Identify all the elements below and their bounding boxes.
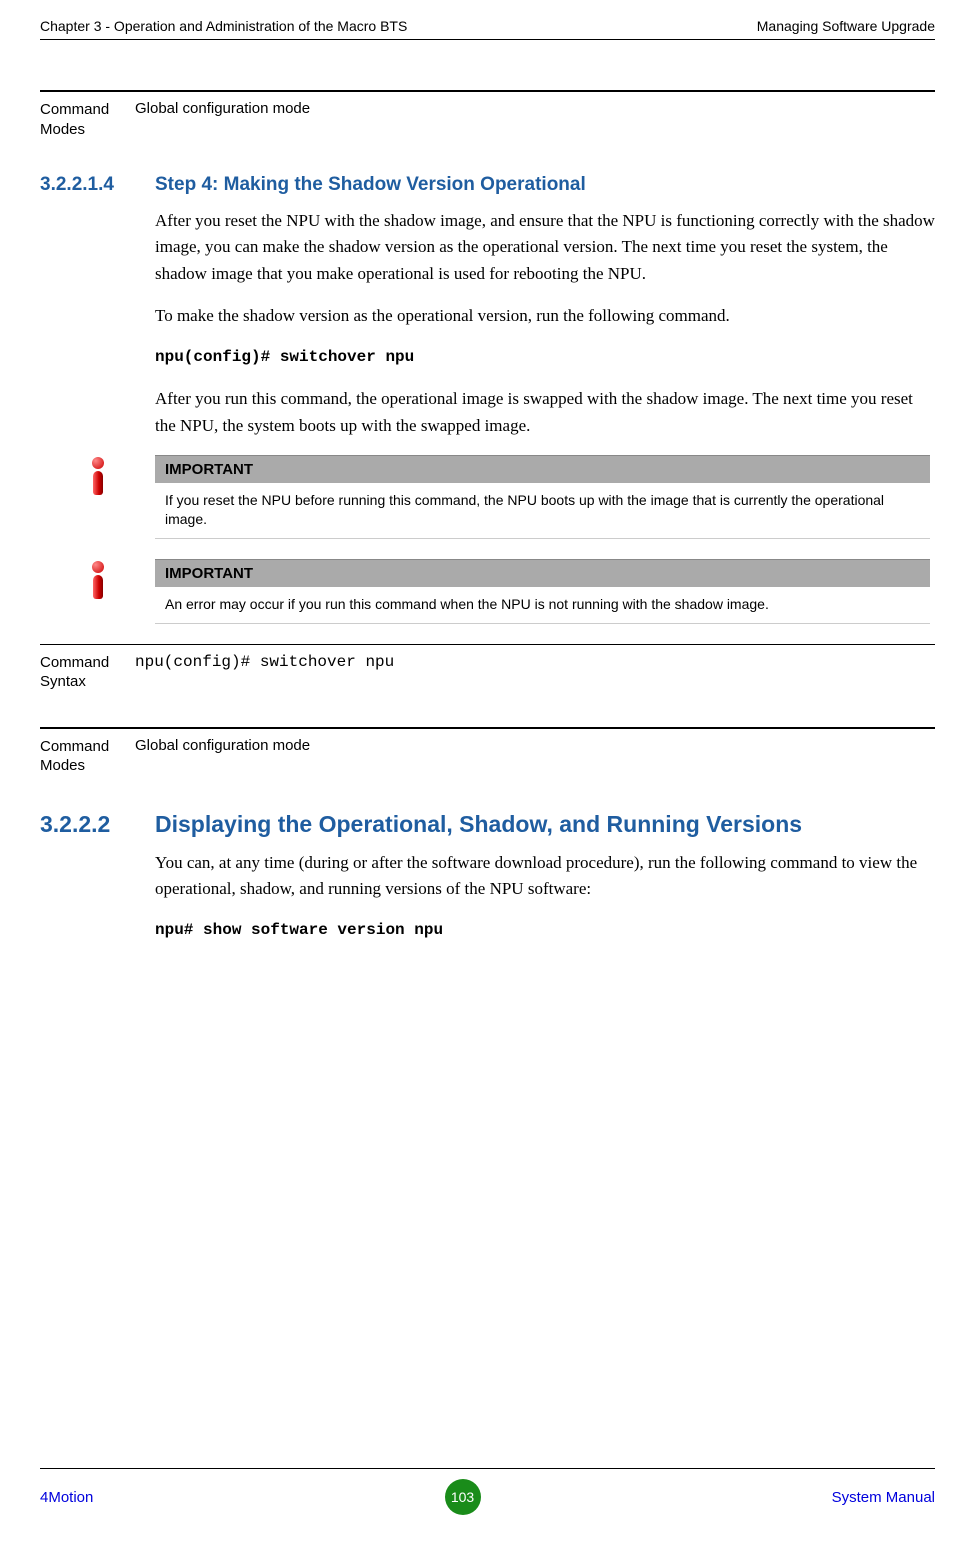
important-label: IMPORTANT [155,455,930,483]
command-text: npu(config)# switchover npu [155,345,935,370]
command-modes-label: Command Modes [40,729,135,776]
section-number: 3.2.2.2 [40,811,155,838]
command-modes-block: Command Modes Global configuration mode [40,727,935,776]
important-icon [75,455,155,539]
command-modes-value: Global configuration mode [135,729,310,776]
header-left: Chapter 3 - Operation and Administration… [40,18,407,34]
command-modes-block: Command Modes Global configuration mode [40,90,935,139]
footer-right: System Manual [832,1489,935,1506]
command-syntax-label: Command Syntax [40,645,135,692]
command-modes-label: Command Modes [40,92,135,139]
page-number-badge: 103 [445,1479,481,1515]
section-3-2-2-1-4: 3.2.2.1.4 Step 4: Making the Shadow Vers… [40,174,935,196]
page-header: Chapter 3 - Operation and Administration… [40,18,935,40]
command-syntax-block: Command Syntax npu(config)# switchover n… [40,644,935,692]
page-footer: 4Motion 103 System Manual [40,1468,935,1515]
paragraph: After you run this command, the operatio… [155,386,935,439]
section-3-2-2-2: 3.2.2.2 Displaying the Operational, Shad… [40,811,935,838]
paragraph: You can, at any time (during or after th… [155,850,935,903]
command-text: npu# show software version npu [155,918,935,943]
paragraph: After you reset the NPU with the shadow … [155,208,935,287]
command-modes-value: Global configuration mode [135,92,310,139]
footer-left: 4Motion [40,1489,93,1506]
command-syntax-value: npu(config)# switchover npu [135,645,394,692]
paragraph: To make the shadow version as the operat… [155,303,935,329]
section-title: Displaying the Operational, Shadow, and … [155,811,802,838]
important-note: IMPORTANT If you reset the NPU before ru… [75,455,935,539]
important-text: If you reset the NPU before running this… [155,483,930,539]
important-label: IMPORTANT [155,559,930,587]
section-number: 3.2.2.1.4 [40,174,155,196]
section-title: Step 4: Making the Shadow Version Operat… [155,174,586,196]
important-icon [75,559,155,624]
important-note: IMPORTANT An error may occur if you run … [75,559,935,624]
header-right: Managing Software Upgrade [757,18,935,34]
important-text: An error may occur if you run this comma… [155,587,930,624]
